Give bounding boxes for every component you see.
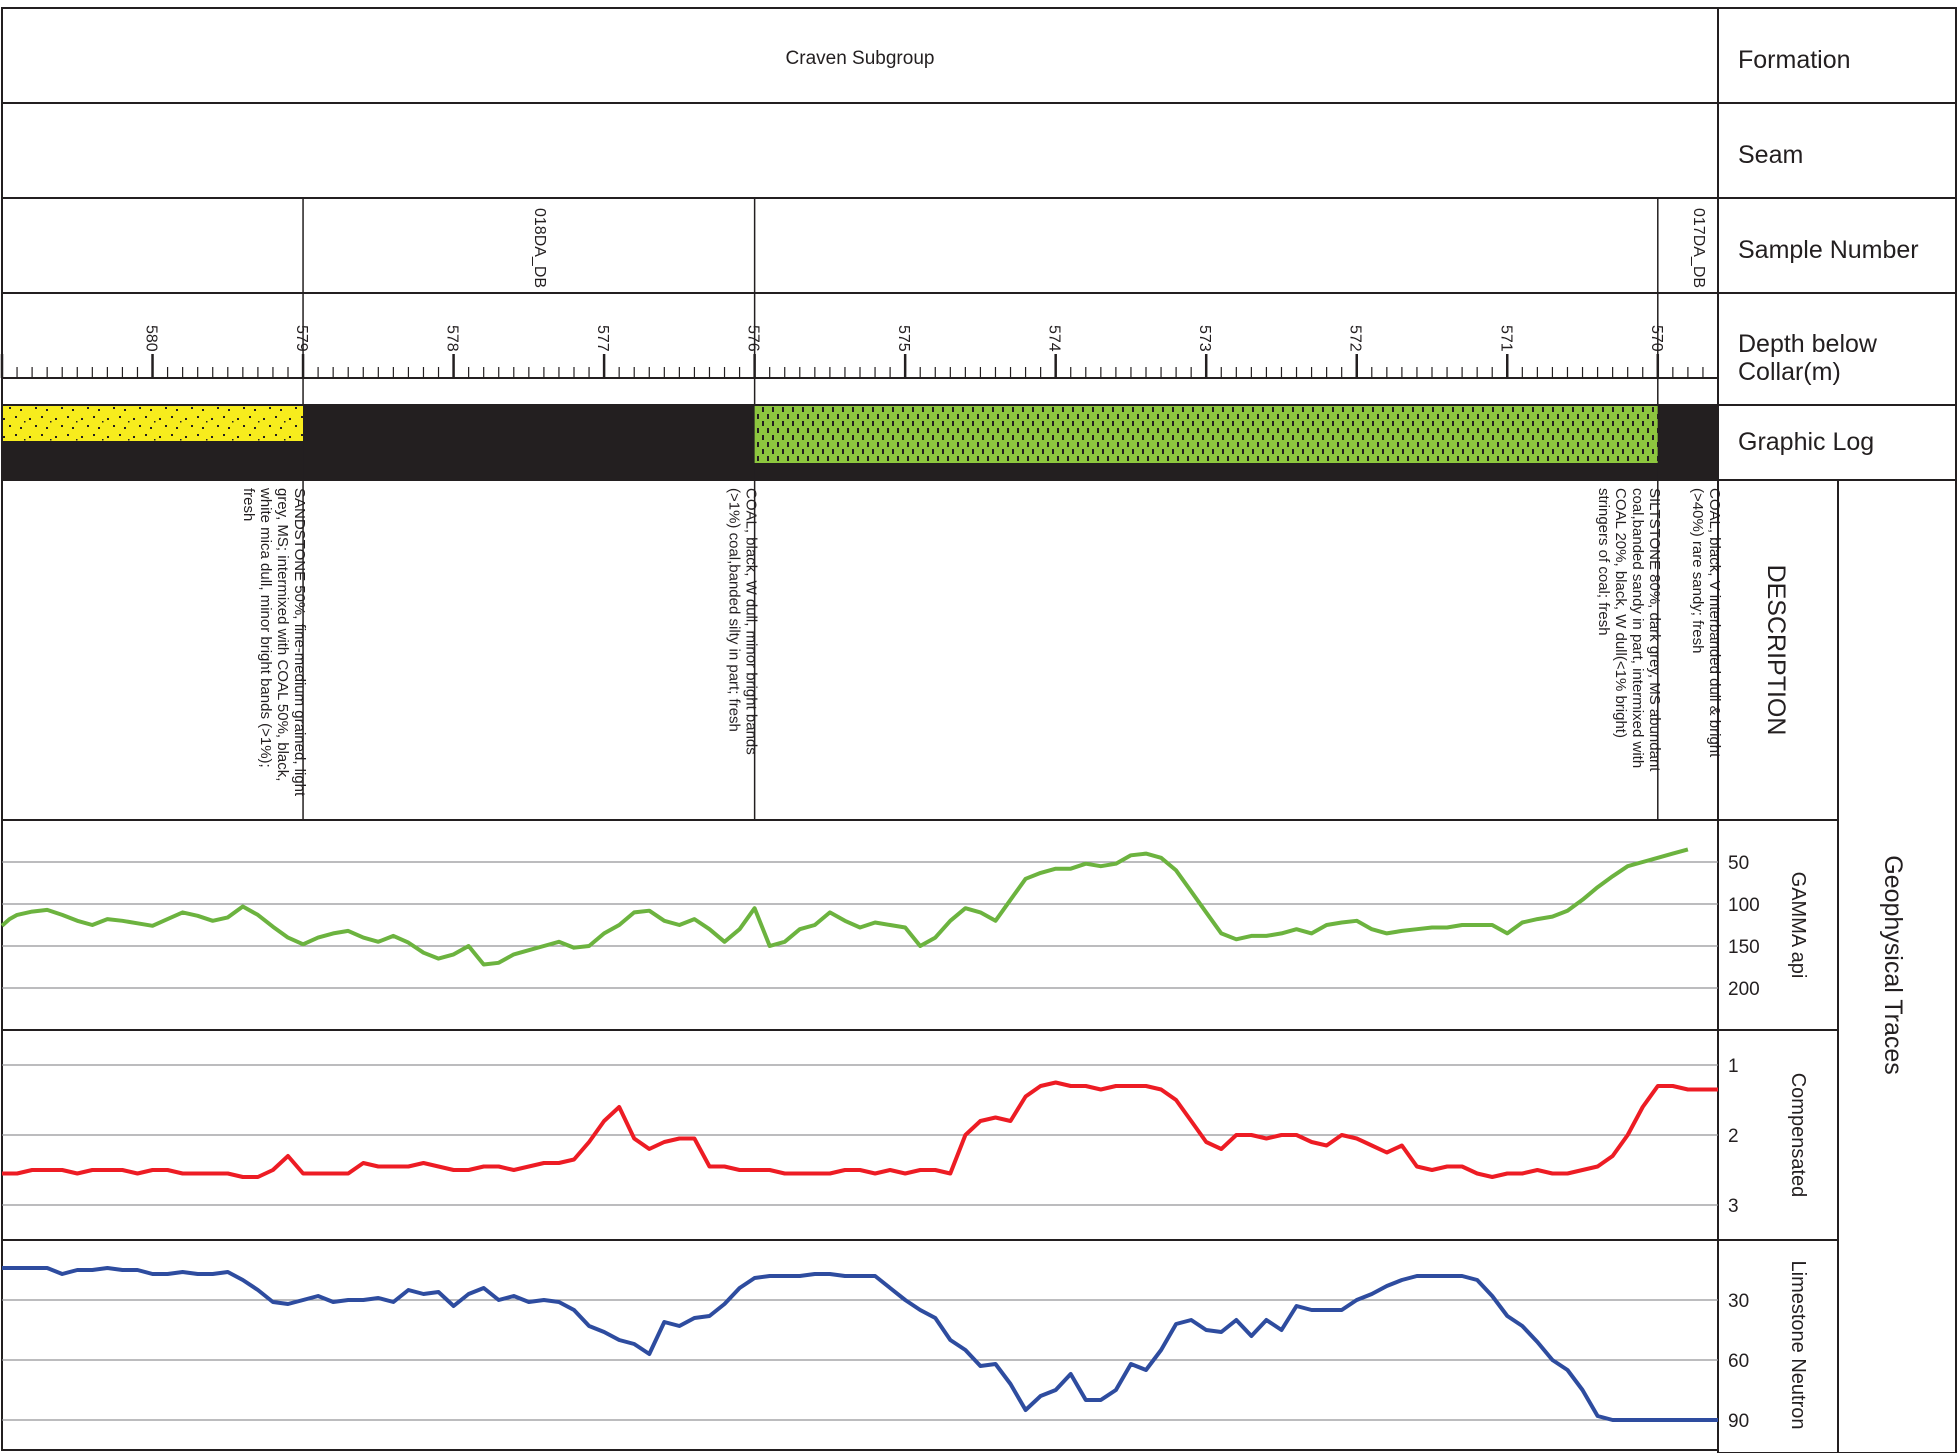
geophysical-traces-label: Geophysical Traces <box>1879 855 1907 1075</box>
depth-tick-label: 575 <box>895 325 912 352</box>
depth-tick-label: 579 <box>293 325 310 352</box>
lithology-description: COAL, black, V interbanded dull & bright… <box>1689 488 1723 758</box>
description-line: SILTSTONE 80%, dark grey, MS abundant <box>1646 488 1663 772</box>
description-line: stringers of coal; fresh <box>1595 488 1612 636</box>
depth-tick-label: 576 <box>745 325 762 352</box>
track-tick-label: 100 <box>1728 895 1760 916</box>
graphic-log-label: Graphic Log <box>1738 428 1874 456</box>
description-line: COAL 20%, black, W dull(<1% bright) <box>1612 488 1629 738</box>
lithology-description: SANDSTONE 50%, fine-medium grained, ligh… <box>240 487 308 797</box>
geophysical-tracks: 50 100 150 200 GAMMA api 1 2 3 Compensated 30 60 90… <box>0 819 1809 1451</box>
track-name: GAMMA api <box>1787 872 1809 979</box>
depth-tick-label: 570 <box>1648 325 1665 352</box>
track-name: Compensated <box>1787 1073 1809 1198</box>
sample-number-label: Sample Number <box>1738 236 1919 264</box>
description-line: white mica dull, minor bright bands (>1%… <box>257 487 274 768</box>
description-line: SANDSTONE 50%, fine-medium grained, ligh… <box>291 488 308 797</box>
description-line: COAL, black, V interbanded dull & bright <box>1706 488 1723 758</box>
track-tick-label: 200 <box>1728 979 1760 1000</box>
formation-label: Formation <box>1738 46 1851 74</box>
lithology-sandstone <box>2 405 304 441</box>
track-gamma-api: 50 100 150 200 GAMMA api <box>0 819 1809 1031</box>
description-intervals: SANDSTONE 50%, fine-medium grained, ligh… <box>240 487 1723 797</box>
sample-intervals: 018DA_DB 017DA_DB <box>302 198 1707 820</box>
depth-label-line1: Depth below <box>1738 330 1878 358</box>
lithology-siltstone <box>754 405 1658 463</box>
depth-tick-label: 578 <box>444 325 461 352</box>
formation-value: Craven Subgroup <box>786 48 935 69</box>
depth-tick-label: 577 <box>594 325 611 352</box>
lithology-description: COAL, black, W dull, minor bright bands(… <box>726 488 760 755</box>
sample-number-row <box>1 197 1719 294</box>
lithology-coal <box>303 405 755 480</box>
track-name: Limestone Neutron <box>1787 1261 1809 1430</box>
depth-tick-label: 574 <box>1046 325 1063 352</box>
track-limestone-neutron: 30 60 90 Limestone Neutron <box>1 1239 1809 1451</box>
track-tick-label: 30 <box>1728 1291 1749 1312</box>
description-line: COAL, black, W dull, minor bright bands <box>743 488 760 755</box>
seam-row <box>1 102 1719 199</box>
lithology-coal <box>1657 405 1718 480</box>
sample-id: 018DA_DB <box>531 208 548 288</box>
track-tick-label: 90 <box>1728 1411 1749 1432</box>
description-label: DESCRIPTION <box>1762 565 1790 736</box>
track-tick-label: 3 <box>1728 1196 1739 1217</box>
track-frame <box>1 1239 1719 1451</box>
track-tick-label: 2 <box>1728 1126 1739 1147</box>
depth-scale: 580 579 578 577 576 575 574 573 572 571 570 <box>0 325 1719 379</box>
depth-tick-label: 573 <box>1196 325 1213 352</box>
description-line: (>1%) coal,banded silty in part; fresh <box>726 488 743 732</box>
depth-label-line2: Collar(m) <box>1738 358 1841 386</box>
track-tick-label: 1 <box>1728 1056 1739 1077</box>
sample-id: 017DA_DB <box>1690 208 1707 288</box>
track-curve <box>2 1266 1718 1422</box>
track-tick-label: 50 <box>1728 853 1749 874</box>
depth-row <box>1 292 1719 406</box>
description-line: fresh <box>240 488 257 521</box>
track-compensated: 1 2 3 Compensated <box>1 1029 1809 1241</box>
lithology-description: SILTSTONE 80%, dark grey, MS abundantcoa… <box>1595 488 1663 772</box>
description-line: coal,banded sandy in part, intermixed wi… <box>1629 488 1646 768</box>
label-column: Formation Seam Sample Number Depth below… <box>1717 7 1957 1453</box>
graphic-log <box>1 404 1719 481</box>
depth-tick-label: 571 <box>1497 325 1514 352</box>
track-tick-label: 60 <box>1728 1351 1749 1372</box>
track-curve <box>0 847 1689 967</box>
seam-label: Seam <box>1738 141 1803 169</box>
description-line: grey, MS; intermixed with COAL 50%, blac… <box>274 488 291 781</box>
description-line: (>40%) rare sandy; fresh <box>1689 488 1706 654</box>
depth-tick-label: 580 <box>143 325 160 352</box>
track-curve <box>2 1080 1718 1179</box>
depth-tick-label: 572 <box>1347 325 1364 352</box>
track-tick-label: 150 <box>1728 937 1760 958</box>
